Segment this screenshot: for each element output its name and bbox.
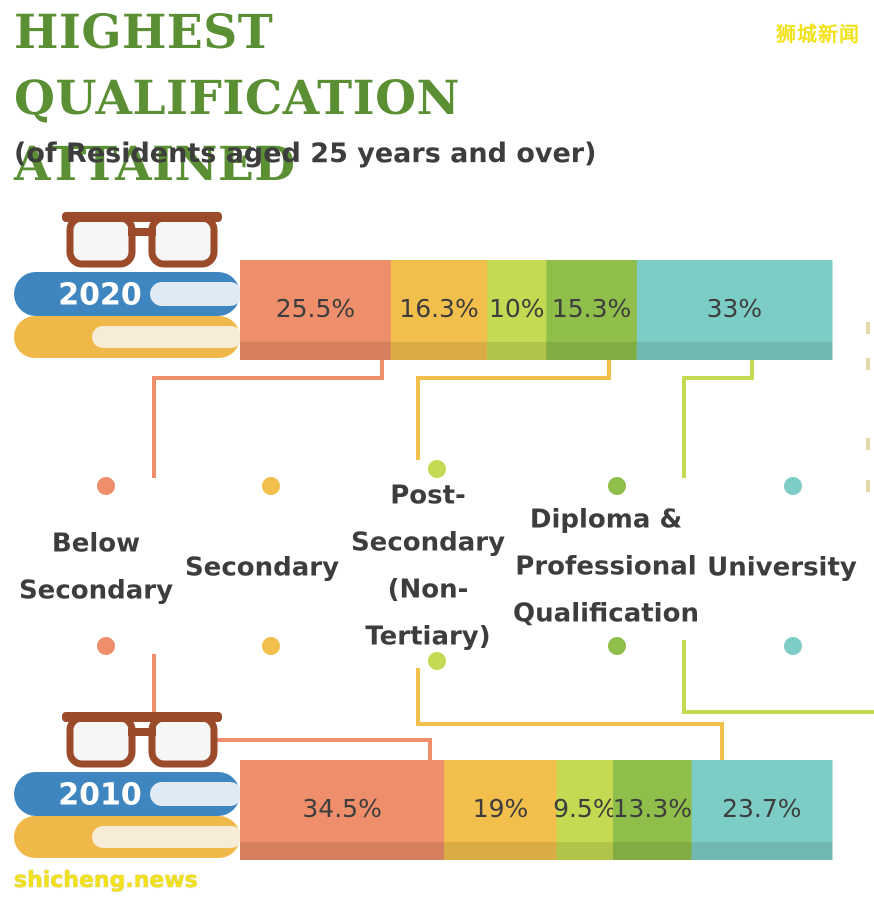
- bar-shadow-2010-university: [691, 842, 833, 860]
- chart-title: HIGHEST QUALIFICATION ATTAINED: [14, 5, 461, 192]
- glasses-bridge: [128, 228, 156, 236]
- book-bottom-pages: [92, 826, 242, 848]
- category-labels: Below Secondary Secondary Post- Secondary (No…: [19, 322, 870, 652]
- category-label-below-secondary: Below: [52, 529, 140, 559]
- bar-shadow-2010-below-secondary: [240, 842, 445, 860]
- watermark-chinese: 狮城新闻: [776, 22, 860, 46]
- bar-shadow-2010-secondary: [444, 842, 558, 860]
- glasses-brow: [62, 212, 222, 222]
- connector-2020-below-secondary: [152, 360, 384, 478]
- glasses-bridge: [128, 728, 156, 736]
- legend-dots: [97, 460, 802, 670]
- book-top-pages: [150, 282, 242, 306]
- category-label-diploma-professional-qualification: Professional: [515, 552, 696, 582]
- category-label-below-secondary: Secondary: [19, 576, 173, 606]
- category-label-university: University: [707, 553, 857, 583]
- bar-value-label-2010-university: 23.7%: [722, 794, 801, 823]
- bar-value-label-2010-below-secondary: 34.5%: [302, 794, 381, 823]
- bar-value-label-2010-secondary: 19%: [473, 794, 529, 823]
- category-label-secondary: Secondary: [185, 553, 339, 583]
- connector-2010-post-secondary: [682, 640, 874, 714]
- dot-top-university: [784, 477, 802, 495]
- books-icon-2010: 2010: [14, 712, 242, 858]
- chart-subtitle: (of Residents aged 25 years and over): [14, 138, 597, 169]
- bar-value-label-2020-diploma-professional-qualification: 15.3%: [552, 294, 631, 323]
- watermark-site: shicheng.news: [14, 868, 198, 893]
- edge-tick: [866, 358, 870, 370]
- bar-value-label-2020-university: 33%: [707, 294, 763, 323]
- dot-bottom-below-secondary: [97, 637, 115, 655]
- year-label-2010: 2010: [58, 778, 142, 813]
- category-label-diploma-professional-qualification: Qualification: [513, 599, 699, 629]
- dot-top-diploma-professional-qualification: [608, 477, 626, 495]
- dot-bottom-post-secondary-non-tertiary: [428, 652, 446, 670]
- category-label-post-secondary-non-tertiary: Tertiary): [365, 622, 490, 652]
- glasses-brow: [62, 712, 222, 722]
- glasses-right-lens: [148, 214, 218, 268]
- edge-tick: [866, 322, 870, 334]
- dot-top-post-secondary-non-tertiary: [428, 460, 446, 478]
- bar-shadow-2020-below-secondary: [240, 342, 392, 360]
- category-label-post-secondary-non-tertiary: Secondary: [351, 528, 505, 558]
- book-top-pages: [150, 782, 242, 806]
- edge-tick: [866, 480, 870, 492]
- category-label-post-secondary-non-tertiary: (Non-: [388, 575, 469, 605]
- glasses-left-lens: [66, 214, 136, 268]
- book-bottom-pages: [92, 326, 242, 348]
- bar-value-label-2010-post-secondary-non-tertiary: 9.5%: [553, 794, 617, 823]
- stacked-bars: 25.5% 16.3% 10% 15.3% 33% 34.5% 19% 9.5%13.3% 23…: [240, 260, 833, 860]
- connector-2020-secondary: [416, 360, 611, 460]
- bar-value-label-2020-below-secondary: 25.5%: [276, 294, 355, 323]
- dot-bottom-university: [784, 637, 802, 655]
- books-icon-2020: 2020: [14, 212, 242, 358]
- bar-shadow-2010-diploma-professional-qualification: [612, 842, 693, 860]
- dot-top-secondary: [262, 477, 280, 495]
- dot-bottom-diploma-professional-qualification: [608, 637, 626, 655]
- bar-shadow-2010-post-secondary-non-tertiary: [556, 842, 614, 860]
- connector-2010-secondary: [416, 668, 724, 760]
- bar-value-label-2010-diploma-professional-qualification: 13.3%: [613, 794, 692, 823]
- edge-tick: [866, 438, 870, 450]
- year-label-2020: 2020: [58, 278, 142, 313]
- connector-2020-post-secondary: [682, 360, 754, 478]
- bar-shadow-2020-post-secondary-non-tertiary: [487, 342, 547, 360]
- bar-value-label-2020-secondary: 16.3%: [399, 294, 478, 323]
- bar-shadow-2020-secondary: [390, 342, 488, 360]
- glasses-right-lens: [148, 714, 218, 768]
- dot-bottom-secondary: [262, 637, 280, 655]
- glasses-left-lens: [66, 714, 136, 768]
- connector-2010-glasses: [216, 738, 432, 760]
- bar-shadow-2020-university: [636, 342, 833, 360]
- bar-shadow-2020-diploma-professional-qualification: [546, 342, 638, 360]
- bar-value-label-2020-post-secondary-non-tertiary: 10%: [489, 294, 545, 323]
- category-label-diploma-professional-qualification: Diploma &: [530, 505, 682, 535]
- category-label-post-secondary-non-tertiary: Post-: [390, 481, 466, 511]
- dot-top-below-secondary: [97, 477, 115, 495]
